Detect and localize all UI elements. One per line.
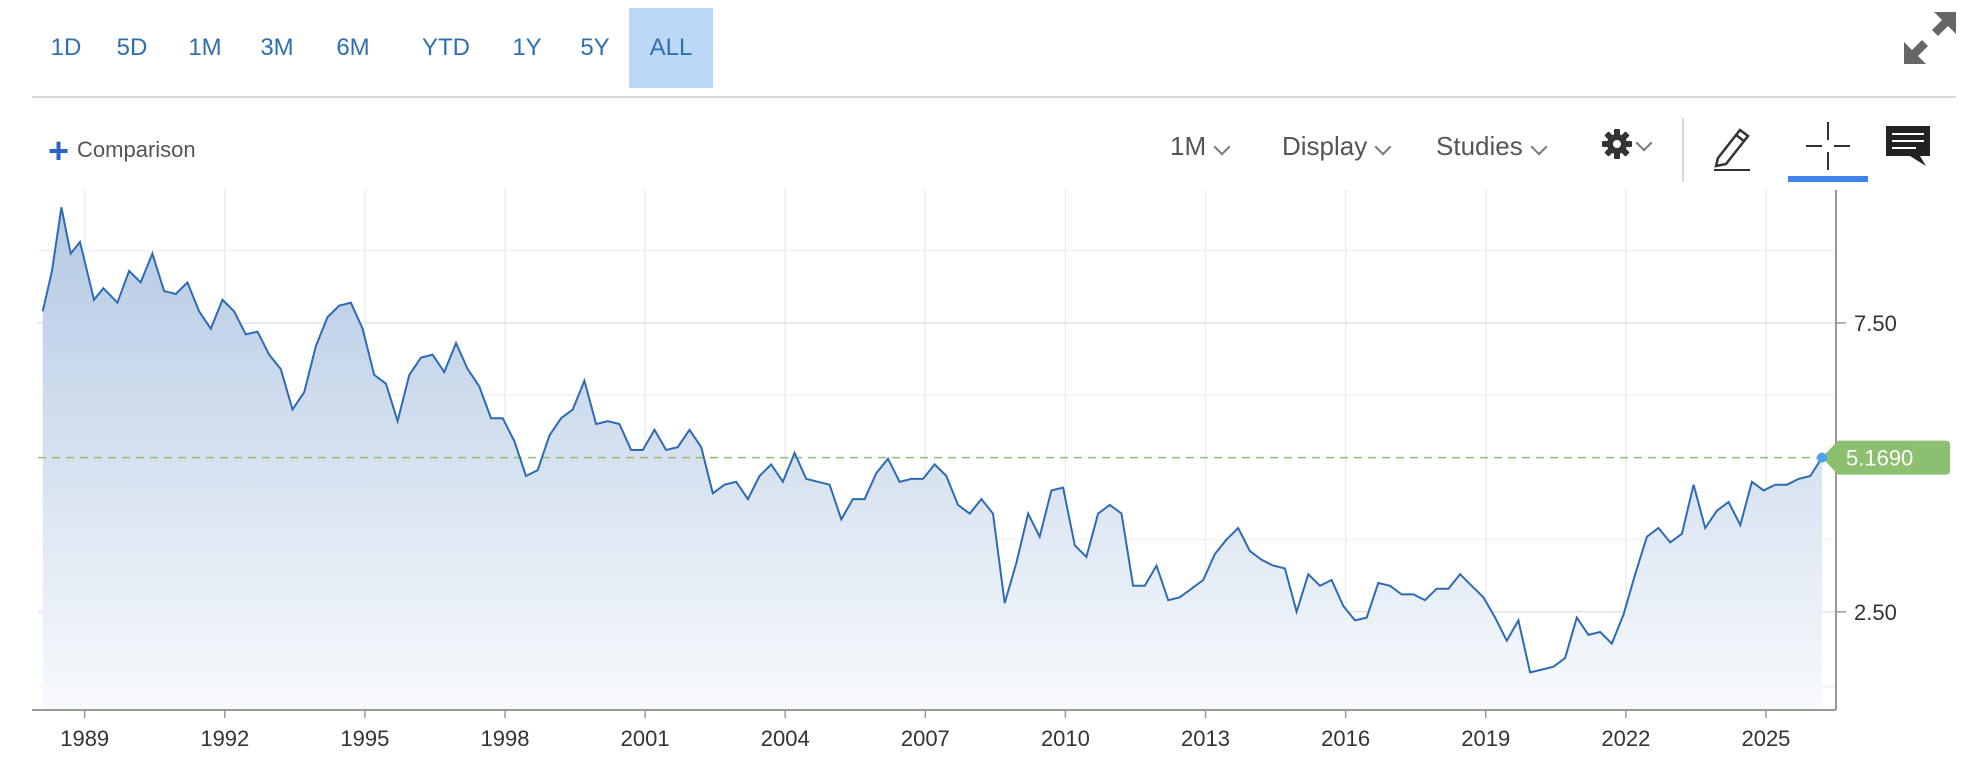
toolbar-divider: [1682, 118, 1684, 182]
y-tick-label: 7.50: [1854, 311, 1897, 336]
range-button-all[interactable]: ALL: [629, 8, 713, 88]
x-tick-label: 2022: [1601, 726, 1650, 751]
last-price-badge-shape: [1822, 440, 1950, 475]
range-button-ytd[interactable]: YTD: [422, 34, 470, 61]
range-button-5d[interactable]: 5D: [116, 34, 148, 61]
crosshair-icon[interactable]: [1800, 118, 1856, 174]
interval-label: 1M: [1170, 131, 1207, 161]
x-tick-label: 2016: [1321, 726, 1370, 751]
display-dropdown[interactable]: Display: [1282, 126, 1392, 166]
price-line: [41, 207, 1823, 674]
settings-dropdown[interactable]: [1600, 122, 1653, 162]
x-tick-label: 2004: [761, 726, 810, 751]
comparison-label: Comparison: [77, 137, 196, 162]
display-label: Display: [1282, 131, 1368, 161]
range-button-5y[interactable]: 5Y: [580, 34, 610, 61]
last-price-dot: [1816, 452, 1827, 463]
range-button-1y[interactable]: 1Y: [512, 34, 542, 61]
price-area-fill: [42, 207, 1823, 711]
x-tick-label: 2019: [1461, 726, 1510, 751]
x-tick-label: 1992: [200, 726, 249, 751]
range-button-3m[interactable]: 3M: [260, 34, 294, 61]
comparison-button[interactable]: + Comparison: [48, 130, 196, 172]
x-tick-label: 2001: [621, 726, 670, 751]
pencil-icon[interactable]: [1704, 118, 1760, 174]
crosshair-active-indicator: [1788, 176, 1868, 182]
last-price-label: 5.1690: [1846, 446, 1913, 471]
gear-icon: [1602, 129, 1632, 160]
x-tick-label: 2010: [1041, 726, 1090, 751]
range-button-6m[interactable]: 6M: [336, 34, 370, 61]
y-tick-label: 2.50: [1854, 600, 1897, 625]
x-tick-label: 2013: [1181, 726, 1230, 751]
last-price-badge: 5.1690: [1816, 440, 1950, 475]
x-tick-label: 2025: [1741, 726, 1790, 751]
interval-dropdown[interactable]: 1M: [1170, 126, 1231, 166]
range-selector-bar: 1D 5D 1M 3M 6M YTD 1Y 5Y ALL: [32, 0, 1956, 98]
range-button-1d[interactable]: 1D: [50, 34, 82, 61]
plus-icon: +: [48, 130, 70, 172]
range-button-1m[interactable]: 1M: [188, 34, 222, 61]
expand-icon[interactable]: [1900, 8, 1960, 68]
x-tick-label: 1995: [340, 726, 389, 751]
x-axis-ticks: 1989 1992 1995 1998 2001 2004 2007 2010 2013 2016…: [60, 710, 1790, 751]
x-tick-label: 2007: [901, 726, 950, 751]
studies-label: Studies: [1436, 131, 1523, 161]
x-tick-label: 1998: [481, 726, 530, 751]
comment-icon[interactable]: [1880, 118, 1936, 174]
y-axis-ticks: 2.50 7.50: [1836, 311, 1897, 625]
studies-dropdown[interactable]: Studies: [1436, 126, 1548, 166]
x-tick-label: 1989: [60, 726, 109, 751]
